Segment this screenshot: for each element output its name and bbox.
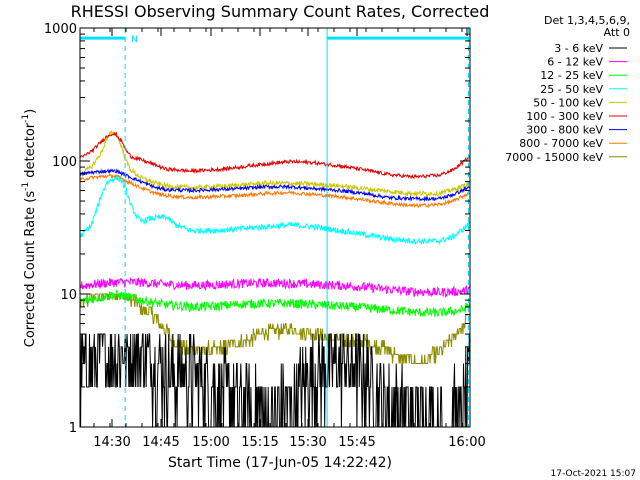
- legend-label: 3 - 6 keV: [554, 42, 603, 55]
- legend-label: 12 - 25 keV: [540, 69, 603, 82]
- x-tick-label: 15:15: [241, 435, 278, 450]
- y-tick-label: 1: [69, 421, 77, 436]
- series-line-3-6-keV: [79, 333, 471, 428]
- x-tick-label: 16:00: [448, 435, 485, 450]
- series-line-100-300-keV: [79, 131, 471, 180]
- series-line-50-100-keV: [79, 130, 471, 197]
- legend-label: 800 - 7000 keV: [519, 137, 603, 150]
- x-tick-label: 15:45: [338, 435, 375, 450]
- y-axis-label: Corrected Count Rate (s-1 detector-1): [21, 109, 38, 347]
- x-tick-label: 15:00: [192, 435, 229, 450]
- legend-label: 25 - 50 keV: [540, 83, 603, 96]
- x-axis-label: Start Time (17-Jun-05 14:22:42): [168, 455, 392, 471]
- y-axis-label-end: ): [23, 109, 38, 114]
- y-axis-label-sup2: -1: [21, 114, 31, 123]
- y-tick-label: 10: [60, 288, 77, 303]
- series-line-800-7000-keV: [79, 173, 471, 209]
- legend-header: Det 1,3,4,5,6,9,: [544, 14, 630, 27]
- legend-label: 300 - 800 keV: [526, 124, 603, 137]
- y-tick-label: 100: [52, 155, 77, 170]
- y-tick-label: 1000: [44, 22, 77, 37]
- x-tick-label: 14:45: [142, 435, 179, 450]
- y-axis-label-main: Corrected Count Rate (s: [23, 191, 38, 348]
- legend-label: 50 - 100 keV: [533, 96, 603, 109]
- y-axis-label-sup1: -1: [21, 182, 31, 191]
- chart-title: RHESSI Observing Summary Count Rates, Co…: [71, 2, 490, 21]
- series-group: [79, 130, 471, 428]
- x-tick-label: 15:30: [289, 435, 326, 450]
- series-line-7000-15000-keV: [79, 293, 470, 364]
- legend-label: 7000 - 15000 keV: [505, 151, 603, 164]
- series-line-25-50-keV: [79, 175, 471, 246]
- legend-label: 100 - 300 keV: [526, 110, 603, 123]
- series-line-300-800-keV: [79, 167, 471, 203]
- marker-text: N: [131, 35, 138, 45]
- series-line-6-12-keV: [79, 276, 471, 299]
- y-axis-label-mid: detector: [23, 122, 38, 182]
- legend-label: 6 - 12 keV: [547, 56, 603, 69]
- series-line-12-25-keV: [79, 289, 471, 318]
- x-tick-label: 14:30: [93, 435, 130, 450]
- plot-frame: [79, 27, 471, 428]
- legend-header: Att 0: [604, 26, 630, 39]
- timestamp-label: 17-Oct-2021 15:07: [551, 469, 636, 479]
- axes-group: 1 10 100 1000 14:30 14:45 15:00 15:15 15:30 15:45…: [44, 22, 486, 450]
